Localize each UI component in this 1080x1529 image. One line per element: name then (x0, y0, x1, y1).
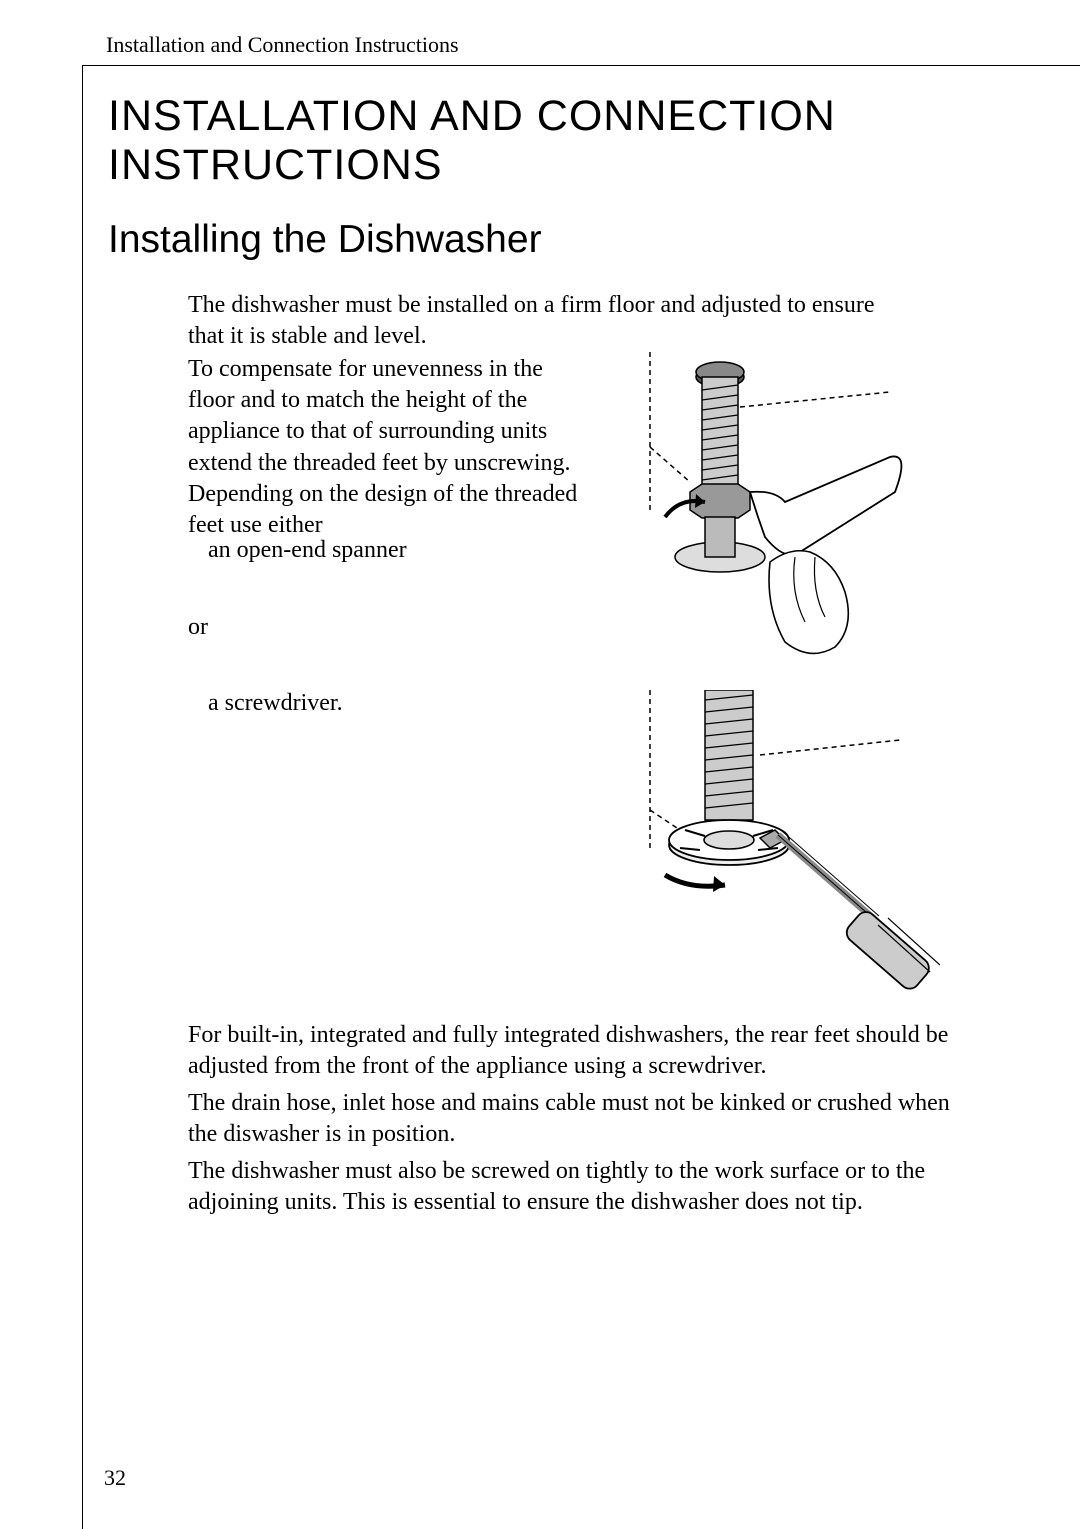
page-number: 32 (104, 1465, 126, 1491)
running-header: Installation and Connection Instructions (106, 32, 459, 58)
screwdriver-illustration-icon (610, 690, 940, 1010)
paragraph-unevenness: To compensate for unevenness in the floo… (188, 354, 588, 541)
figure-spanner-adjustment (610, 352, 940, 672)
paragraph-or: or (188, 612, 588, 643)
paragraph-screwdriver: a screwdriver. (208, 688, 608, 719)
figure-screwdriver-adjustment (610, 690, 940, 1010)
paragraph-builtin: For built-in, integrated and fully integ… (188, 1020, 958, 1082)
subsection-title: Installing the Dishwasher (108, 218, 542, 262)
spanner-illustration-icon (610, 352, 940, 672)
paragraph-hoses: The drain hose, inlet hose and mains cab… (188, 1088, 958, 1150)
paragraph-screwed: The dishwasher must also be screwed on t… (188, 1156, 958, 1218)
paragraph-spanner: an open-end spanner (208, 535, 608, 566)
section-title: INSTALLATION AND CONNECTION INSTRUCTIONS (108, 92, 1080, 191)
paragraph-intro: The dishwasher must be installed on a fi… (188, 290, 908, 352)
